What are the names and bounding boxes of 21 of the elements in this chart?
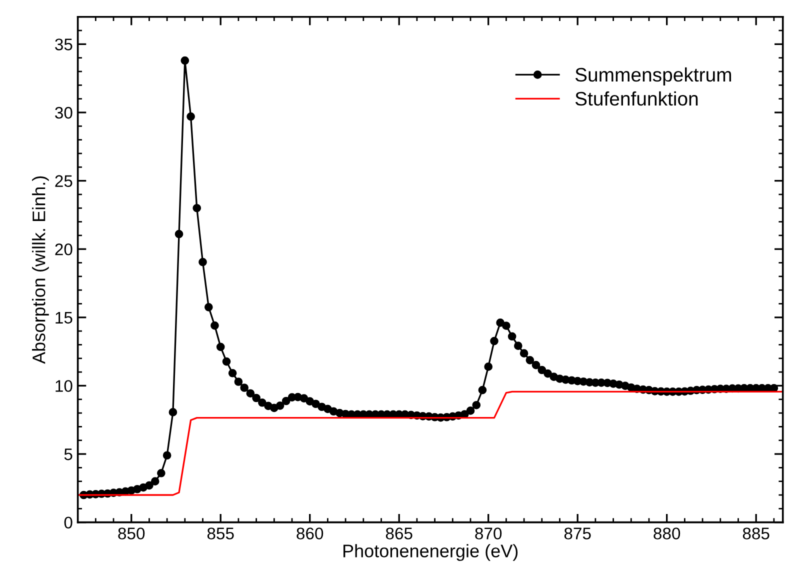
- y-tick-label: 20: [55, 243, 72, 256]
- y-axis-title: Absorption (willk. Einh.): [32, 176, 49, 364]
- x-tick-label: 855: [207, 528, 234, 540]
- y-tick-label: 30: [55, 106, 72, 119]
- y-tick-label: 25: [55, 175, 72, 187]
- x-tick-label: 875: [564, 528, 591, 540]
- line-series: [78, 390, 783, 496]
- x-axis-title: Photonenenergie (eV): [343, 544, 518, 561]
- y-tick-label: 0: [64, 516, 72, 529]
- y-tick-label: 15: [56, 312, 72, 324]
- legend-label: Stufenfunktion: [575, 91, 698, 106]
- y-tick-label: 10: [56, 380, 72, 392]
- x-tick-label: 865: [386, 528, 412, 540]
- x-tick-label: 850: [118, 528, 145, 540]
- y-tick-label: 35: [55, 38, 72, 50]
- x-tick-label: 885: [742, 528, 770, 540]
- x-tick-label: 860: [296, 528, 324, 540]
- legend-label: Summenspektrum: [575, 67, 732, 86]
- x-tick-label: 880: [654, 528, 680, 540]
- x-tick-label: 870: [475, 528, 502, 540]
- y-tick-label: 5: [64, 448, 72, 460]
